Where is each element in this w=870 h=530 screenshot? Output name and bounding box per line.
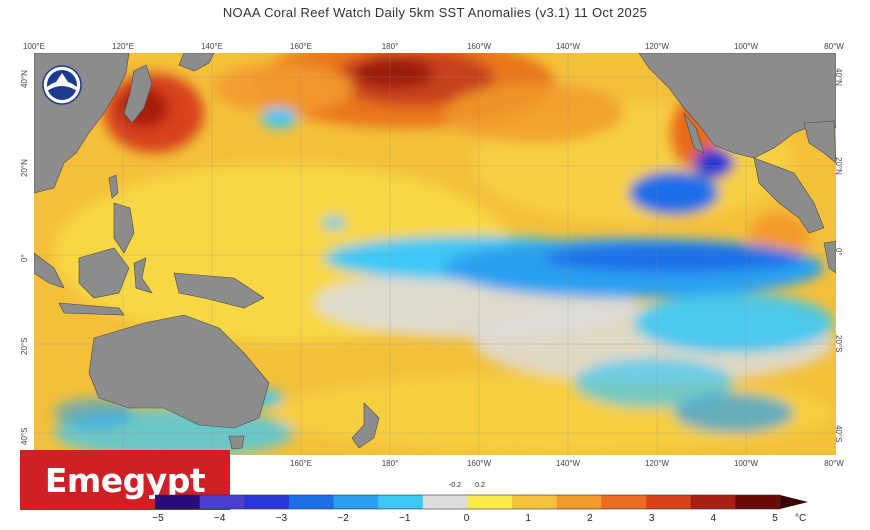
colorbar-label: 5	[772, 513, 778, 524]
colorbar-segment	[690, 495, 736, 509]
lon-label-top: 120°W	[644, 42, 670, 51]
lon-label-top: 180°	[381, 42, 399, 51]
colorbar-label: 1	[525, 513, 531, 524]
lon-label-bottom: 100°W	[733, 459, 759, 468]
lon-label-bottom: 160°E	[290, 459, 312, 468]
colorbar-arrow	[780, 495, 808, 509]
lon-label-top: 140°W	[555, 42, 581, 51]
colorbar-label: 2	[587, 513, 593, 524]
colorbar-segment	[288, 495, 335, 509]
lat-label-left: 20°N	[20, 159, 29, 177]
colorbar-label: −5	[152, 513, 164, 524]
colorbar-label: −1	[399, 513, 411, 524]
colorbar-segment	[333, 495, 379, 509]
lon-label-bottom: 160°W	[466, 459, 492, 468]
colorbar-label: −3	[275, 513, 288, 524]
lon-label-bottom: 140°W	[555, 459, 581, 468]
lon-label-bottom: 120°W	[644, 459, 670, 468]
lat-label-left: 0°	[20, 254, 29, 262]
lon-label-bottom: 80°W	[824, 459, 844, 468]
colorbar-mini-label: 0.2	[475, 482, 485, 489]
noaa-logo-icon	[42, 65, 82, 105]
lon-label-top: 160°E	[290, 42, 312, 51]
colorbar	[155, 494, 808, 510]
colorbar-mini-label: -0.2	[448, 482, 462, 489]
colorbar-segment	[378, 495, 424, 509]
colorbar-segment	[467, 495, 513, 509]
lon-label-top: 100°W	[733, 42, 759, 51]
lon-label-top: 100°E	[23, 42, 45, 51]
colorbar-label: 0	[463, 513, 470, 524]
colorbar-segment	[735, 495, 781, 509]
lon-label-top: 140°E	[201, 42, 223, 51]
colorbar-segment	[244, 495, 290, 509]
sst-anomaly-map	[34, 53, 836, 455]
lat-label-left: 20°S	[20, 337, 29, 355]
lon-label-top: 120°E	[112, 42, 134, 51]
lat-label-left: 40°S	[20, 427, 29, 445]
map-title: NOAA Coral Reef Watch Daily 5km SST Anom…	[222, 5, 648, 20]
lon-label-top: 80°W	[824, 42, 844, 51]
colorbar-segment	[199, 495, 245, 509]
lon-label-bottom: 180°	[381, 459, 399, 468]
colorbar-label: 3	[648, 513, 655, 524]
colorbar-segment	[556, 495, 602, 509]
colorbar-frame	[155, 494, 781, 510]
colorbar-label: −4	[213, 513, 226, 524]
colorbar-segment	[512, 495, 558, 509]
colorbar-segment	[646, 495, 692, 509]
colorbar-segment	[155, 495, 201, 509]
colorbar-label: 4	[710, 513, 717, 524]
lat-label-left: 40°N	[20, 70, 29, 88]
colorbar-segment	[601, 495, 647, 509]
colorbar-segment	[422, 495, 468, 509]
lon-label-top: 160°W	[466, 42, 492, 51]
colorbar-unit: °C	[795, 513, 807, 524]
colorbar-label: −2	[337, 513, 349, 524]
